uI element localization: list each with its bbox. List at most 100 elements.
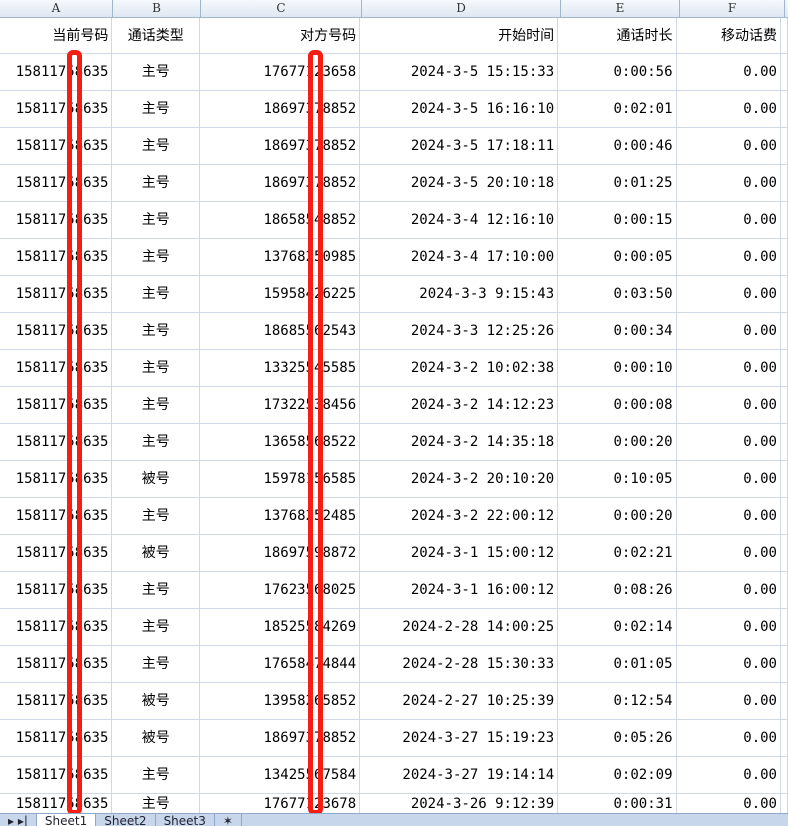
- cell-a[interactable]: 15811758635: [0, 794, 113, 813]
- cell-d[interactable]: 2024-3-27 15:19:23: [360, 720, 559, 756]
- cell-b[interactable]: 主号: [112, 794, 200, 813]
- cell-b[interactable]: 主号: [112, 54, 200, 90]
- cell-a[interactable]: 15811758635: [0, 387, 113, 423]
- cell-c[interactable]: 15958426225: [200, 276, 361, 312]
- cell-d[interactable]: 2024-3-26 9:12:39: [360, 794, 559, 813]
- cell-f[interactable]: 0.00: [677, 239, 781, 275]
- cell-b[interactable]: 通话类型: [112, 18, 200, 53]
- tab-sheet3[interactable]: Sheet3: [156, 814, 215, 826]
- cell-f[interactable]: 0.00: [677, 424, 781, 460]
- cell-b[interactable]: 主号: [112, 128, 200, 164]
- cell-d[interactable]: 2024-3-2 14:35:18: [360, 424, 559, 460]
- cell-f[interactable]: 0.00: [677, 683, 781, 719]
- cell-c[interactable]: 17677123658: [200, 54, 361, 90]
- cell-c[interactable]: 13768252485: [200, 498, 361, 534]
- cell-b[interactable]: 主号: [112, 387, 200, 423]
- cell-f[interactable]: 0.00: [677, 572, 781, 608]
- cell-f[interactable]: 0.00: [677, 91, 781, 127]
- cell-f[interactable]: 0.00: [677, 350, 781, 386]
- cell-b[interactable]: 主号: [112, 165, 200, 201]
- column-header-d[interactable]: D: [362, 0, 561, 17]
- column-header-a[interactable]: A: [0, 0, 113, 17]
- column-header-c[interactable]: C: [201, 0, 362, 17]
- cell-d[interactable]: 2024-3-4 17:10:00: [360, 239, 559, 275]
- cell-d[interactable]: 2024-3-3 9:15:43: [360, 276, 559, 312]
- cell-a[interactable]: 15811758635: [0, 498, 113, 534]
- cell-f[interactable]: 0.00: [677, 794, 781, 813]
- cell-c[interactable]: 对方号码: [200, 18, 361, 53]
- cell-c[interactable]: 13658568522: [200, 424, 361, 460]
- cell-e[interactable]: 0:00:15: [558, 202, 677, 238]
- cell-d[interactable]: 2024-3-2 22:00:12: [360, 498, 559, 534]
- cell-d[interactable]: 2024-3-5 15:15:33: [360, 54, 559, 90]
- cell-d[interactable]: 2024-2-28 14:00:25: [360, 609, 559, 645]
- column-header-f[interactable]: F: [680, 0, 785, 17]
- cell-a[interactable]: 15811758635: [0, 239, 113, 275]
- cell-c[interactable]: 18697378852: [200, 720, 361, 756]
- cell-b[interactable]: 主号: [112, 313, 200, 349]
- cell-g[interactable]: [781, 498, 788, 534]
- cell-a[interactable]: 15811758635: [0, 757, 113, 793]
- cell-e[interactable]: 0:00:20: [558, 498, 677, 534]
- cell-g[interactable]: [781, 239, 788, 275]
- cell-c[interactable]: 17658474844: [200, 646, 361, 682]
- cell-c[interactable]: 13325545585: [200, 350, 361, 386]
- cell-c[interactable]: 17322538456: [200, 387, 361, 423]
- cell-d[interactable]: 2024-3-5 20:10:18: [360, 165, 559, 201]
- cell-b[interactable]: 被号: [112, 461, 200, 497]
- cell-e[interactable]: 通话时长: [558, 18, 677, 53]
- cell-g[interactable]: [781, 646, 788, 682]
- cell-d[interactable]: 开始时间: [360, 18, 559, 53]
- cell-d[interactable]: 2024-3-5 17:18:11: [360, 128, 559, 164]
- cell-g[interactable]: [781, 202, 788, 238]
- cell-e[interactable]: 0:00:20: [558, 424, 677, 460]
- tab-scroll-icon[interactable]: ▸ ▸|: [0, 814, 37, 826]
- cell-c[interactable]: 18697378852: [200, 91, 361, 127]
- cell-c[interactable]: 18685562543: [200, 313, 361, 349]
- cell-d[interactable]: 2024-3-1 16:00:12: [360, 572, 559, 608]
- cell-e[interactable]: 0:12:54: [558, 683, 677, 719]
- cell-g[interactable]: [781, 165, 788, 201]
- cell-f[interactable]: 0.00: [677, 313, 781, 349]
- cell-e[interactable]: 0:02:09: [558, 757, 677, 793]
- cell-g[interactable]: [781, 572, 788, 608]
- cell-g[interactable]: [781, 350, 788, 386]
- cell-f[interactable]: 0.00: [677, 165, 781, 201]
- cell-g[interactable]: [781, 128, 788, 164]
- cell-e[interactable]: 0:08:26: [558, 572, 677, 608]
- cell-c[interactable]: 13425567584: [200, 757, 361, 793]
- cell-e[interactable]: 0:00:08: [558, 387, 677, 423]
- cell-d[interactable]: 2024-3-2 14:12:23: [360, 387, 559, 423]
- cell-f[interactable]: 0.00: [677, 202, 781, 238]
- cell-g[interactable]: [781, 535, 788, 571]
- cell-c[interactable]: 18697378852: [200, 165, 361, 201]
- cell-c[interactable]: 18658548852: [200, 202, 361, 238]
- cell-a[interactable]: 15811758635: [0, 165, 113, 201]
- cell-f[interactable]: 0.00: [677, 720, 781, 756]
- cell-g[interactable]: [781, 609, 788, 645]
- cell-f[interactable]: 0.00: [677, 757, 781, 793]
- cell-e[interactable]: 0:00:10: [558, 350, 677, 386]
- cell-b[interactable]: 被号: [112, 720, 200, 756]
- cell-e[interactable]: 0:00:56: [558, 54, 677, 90]
- column-header-e[interactable]: E: [561, 0, 680, 17]
- cell-b[interactable]: 被号: [112, 535, 200, 571]
- cell-b[interactable]: 主号: [112, 424, 200, 460]
- cell-a[interactable]: 15811758635: [0, 350, 113, 386]
- cell-f[interactable]: 0.00: [677, 461, 781, 497]
- cell-b[interactable]: 主号: [112, 239, 200, 275]
- cell-a[interactable]: 15811758635: [0, 54, 113, 90]
- cell-a[interactable]: 当前号码: [0, 18, 113, 53]
- cell-d[interactable]: 2024-3-4 12:16:10: [360, 202, 559, 238]
- cell-a[interactable]: 15811758635: [0, 683, 113, 719]
- cell-d[interactable]: 2024-2-28 15:30:33: [360, 646, 559, 682]
- cell-d[interactable]: 2024-3-1 15:00:12: [360, 535, 559, 571]
- cell-g[interactable]: [781, 276, 788, 312]
- cell-c[interactable]: 18525584269: [200, 609, 361, 645]
- cell-e[interactable]: 0:03:50: [558, 276, 677, 312]
- cell-d[interactable]: 2024-3-3 12:25:26: [360, 313, 559, 349]
- cell-b[interactable]: 被号: [112, 683, 200, 719]
- cell-b[interactable]: 主号: [112, 498, 200, 534]
- cell-a[interactable]: 15811758635: [0, 572, 113, 608]
- cell-g[interactable]: [781, 683, 788, 719]
